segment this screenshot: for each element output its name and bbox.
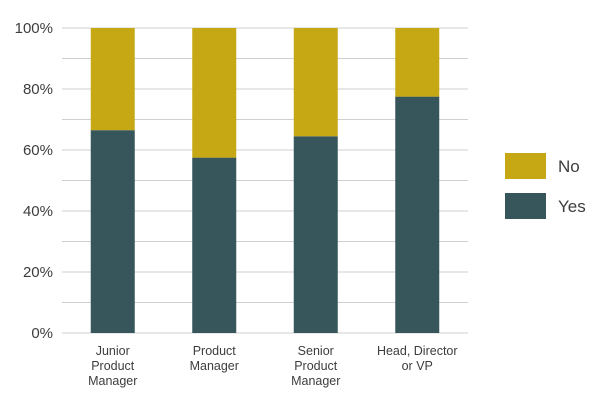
x-tick-label: Senior Product Manager <box>291 344 340 388</box>
legend-label-no: No <box>558 157 580 176</box>
bars <box>90 28 440 333</box>
bar-no-2 <box>293 28 338 137</box>
bar-yes-3 <box>395 96 440 333</box>
y-axis: 0% 20% 40% 60% 80% 100% <box>15 20 53 342</box>
legend-swatch-no <box>505 153 546 179</box>
x-axis: Junior Product Manager Product Manager Senior… <box>88 344 457 388</box>
y-tick-label: 80% <box>23 81 53 98</box>
y-tick-label: 40% <box>23 203 53 220</box>
legend-label-yes: Yes <box>558 197 586 216</box>
x-tick-label: Junior Product Manager <box>88 344 137 388</box>
y-tick-label: 0% <box>31 325 53 342</box>
bar-no-0 <box>90 28 135 131</box>
y-tick-label: 100% <box>15 20 53 37</box>
bar-yes-1 <box>192 157 237 333</box>
x-tick-label: Head, Director or VP <box>377 344 458 373</box>
y-tick-label: 60% <box>23 142 53 159</box>
legend: No Yes <box>505 153 586 219</box>
y-tick-label: 20% <box>23 264 53 281</box>
bar-yes-2 <box>293 136 338 333</box>
legend-swatch-yes <box>505 193 546 219</box>
bar-no-1 <box>192 28 237 158</box>
bar-no-3 <box>395 28 440 97</box>
x-tick-label: Product Manager <box>190 344 239 373</box>
bar-yes-0 <box>90 130 135 333</box>
